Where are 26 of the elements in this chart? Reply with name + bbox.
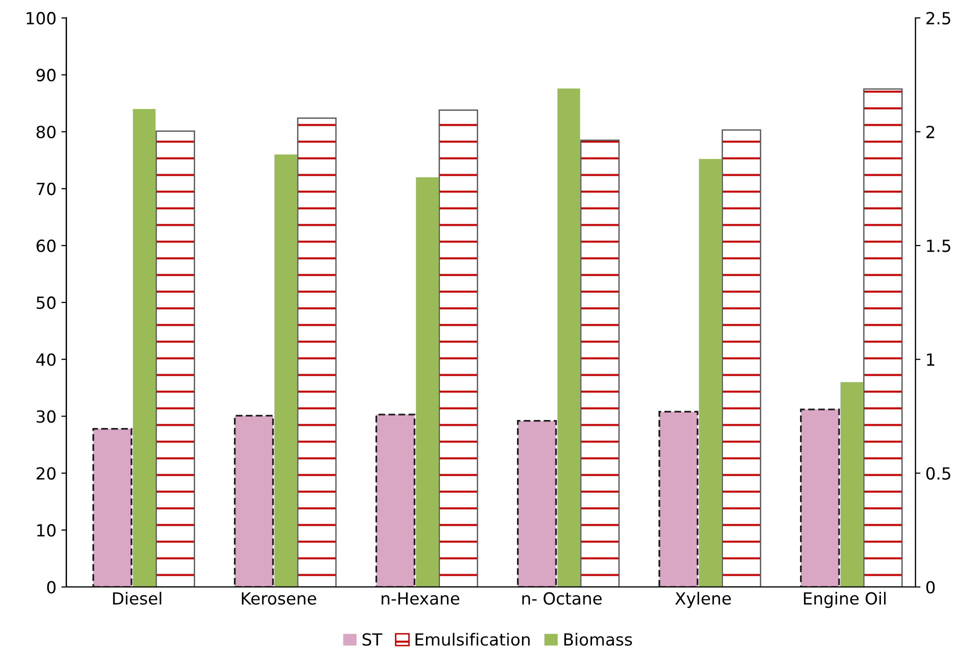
y-tick-label: 10 [37,524,56,537]
y2-tick-label: 1 [927,354,934,366]
x-tick-label: n-Hexane [382,592,460,605]
y-tick-label: 0 [47,580,56,594]
y-tick-label: 80 [36,126,56,138]
y2-tick-label: 2.5 [926,12,950,24]
legend-label: Emulsification [416,632,530,646]
x-tick-label: Diesel [113,592,162,605]
y-tick-label: 90 [36,68,56,82]
x-tick-label: Engine Oil [804,592,886,608]
x-tick-label: n- Octane [522,592,602,605]
y-tick-label: 40 [36,353,56,366]
y-tick-label: 50 [36,296,56,310]
y-tick-label: 100 [26,12,56,24]
x-tick-label: Xylene [675,592,731,608]
y2-tick-label: 0.5 [926,467,950,480]
x-tick-label: Kerosene [242,592,316,605]
y2-tick-label: 2 [926,126,934,138]
y2-tick-label: 0 [926,580,935,594]
legend-label: ST [362,633,382,646]
y-tick-label: 70 [36,182,56,196]
y-tick-label: 60 [36,240,56,252]
legend-label: Biomass [564,632,632,646]
y-tick-label: 30 [36,410,56,423]
y-tick-label: 20 [36,467,56,480]
y2-tick-label: 1.5 [927,240,950,252]
